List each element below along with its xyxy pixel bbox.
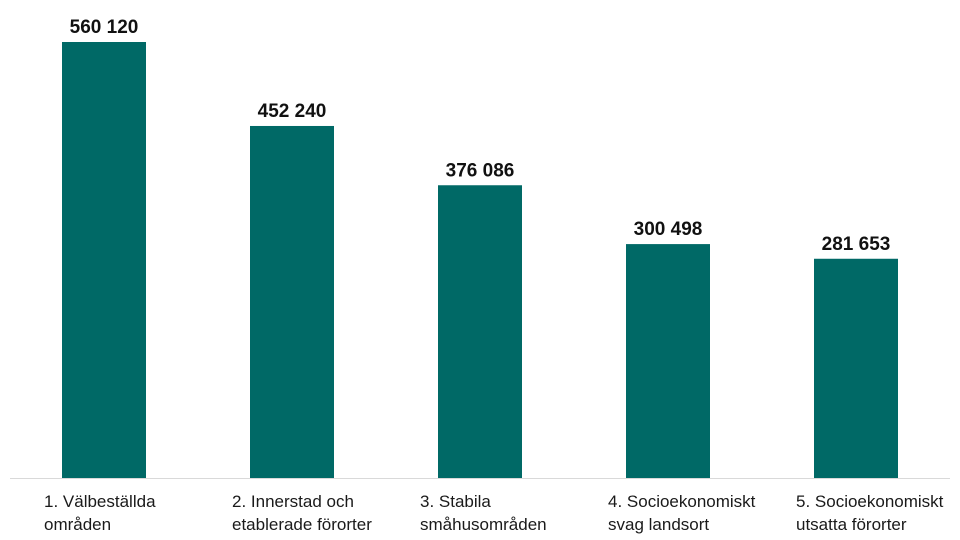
bar-4 [626,244,710,478]
value-label-5: 281 653 [822,234,891,255]
bar-1 [62,42,146,478]
value-label-1: 560 120 [70,17,139,38]
bar-5 [814,258,898,478]
category-label-line: 3. Stabila [420,492,491,511]
bar-3 [438,185,522,478]
category-label-5: 5. Socioekonomiskt utsatta förorter [796,492,944,534]
category-labels-group: 1. Välbeställda områden 2. Innerstad och et… [44,492,944,534]
category-label-line: svag landsort [608,515,709,534]
bar-2 [250,125,334,478]
value-label-4: 300 498 [634,219,703,240]
category-label-line: 4. Socioekonomiskt [608,492,756,511]
category-label-line: 2. Innerstad och [232,492,354,511]
category-label-line: småhusområden [420,515,547,534]
category-label-3: 3. Stabila småhusområden [420,492,547,534]
category-label-2: 2. Innerstad och etablerade förorter [232,492,372,534]
category-label-line: etablerade förorter [232,515,372,534]
category-label-line: 5. Socioekonomiskt [796,492,944,511]
bars-group [62,42,898,478]
category-label-line: områden [44,515,111,534]
category-label-1: 1. Välbeställda områden [44,492,156,534]
value-label-3: 376 086 [446,160,515,181]
category-label-4: 4. Socioekonomiskt svag landsort [608,492,756,534]
category-label-line: 1. Välbeställda [44,492,156,511]
value-labels-group: 560 120 452 240 376 086 300 498 281 653 [70,17,891,255]
value-label-2: 452 240 [258,101,327,122]
category-label-line: utsatta förorter [796,515,907,534]
